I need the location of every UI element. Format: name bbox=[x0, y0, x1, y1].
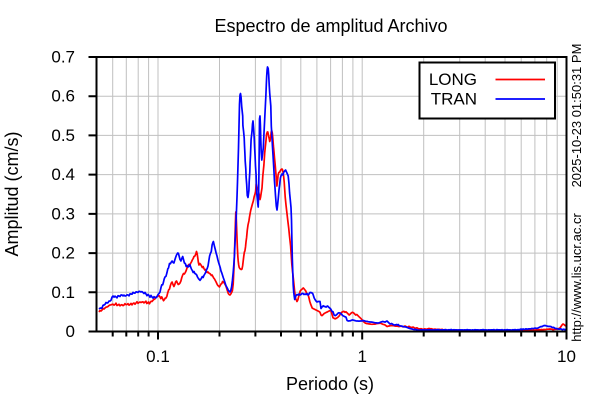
svg-text:0.7: 0.7 bbox=[51, 48, 75, 67]
svg-text:0.6: 0.6 bbox=[51, 87, 75, 106]
svg-text:10: 10 bbox=[557, 347, 576, 366]
svg-text:http://www.lis.ucr.ac.cr: http://www.lis.ucr.ac.cr bbox=[569, 213, 584, 342]
svg-text:0.2: 0.2 bbox=[51, 244, 75, 263]
svg-text:Amplitud (cm/s): Amplitud (cm/s) bbox=[2, 131, 22, 256]
svg-text:1: 1 bbox=[357, 347, 366, 366]
svg-text:Espectro de amplitud Archivo: Espectro de amplitud Archivo bbox=[214, 16, 447, 36]
svg-text:TRAN: TRAN bbox=[431, 90, 477, 109]
svg-text:0: 0 bbox=[66, 322, 75, 341]
svg-text:2025-10-23 01:50:31 PM: 2025-10-23 01:50:31 PM bbox=[569, 44, 584, 188]
svg-text:0.5: 0.5 bbox=[51, 126, 75, 145]
svg-text:0.1: 0.1 bbox=[51, 283, 75, 302]
svg-text:0.3: 0.3 bbox=[51, 204, 75, 223]
svg-text:0.4: 0.4 bbox=[51, 165, 75, 184]
svg-text:Periodo (s): Periodo (s) bbox=[286, 374, 374, 394]
svg-text:0.1: 0.1 bbox=[146, 347, 170, 366]
svg-text:LONG: LONG bbox=[429, 70, 477, 89]
